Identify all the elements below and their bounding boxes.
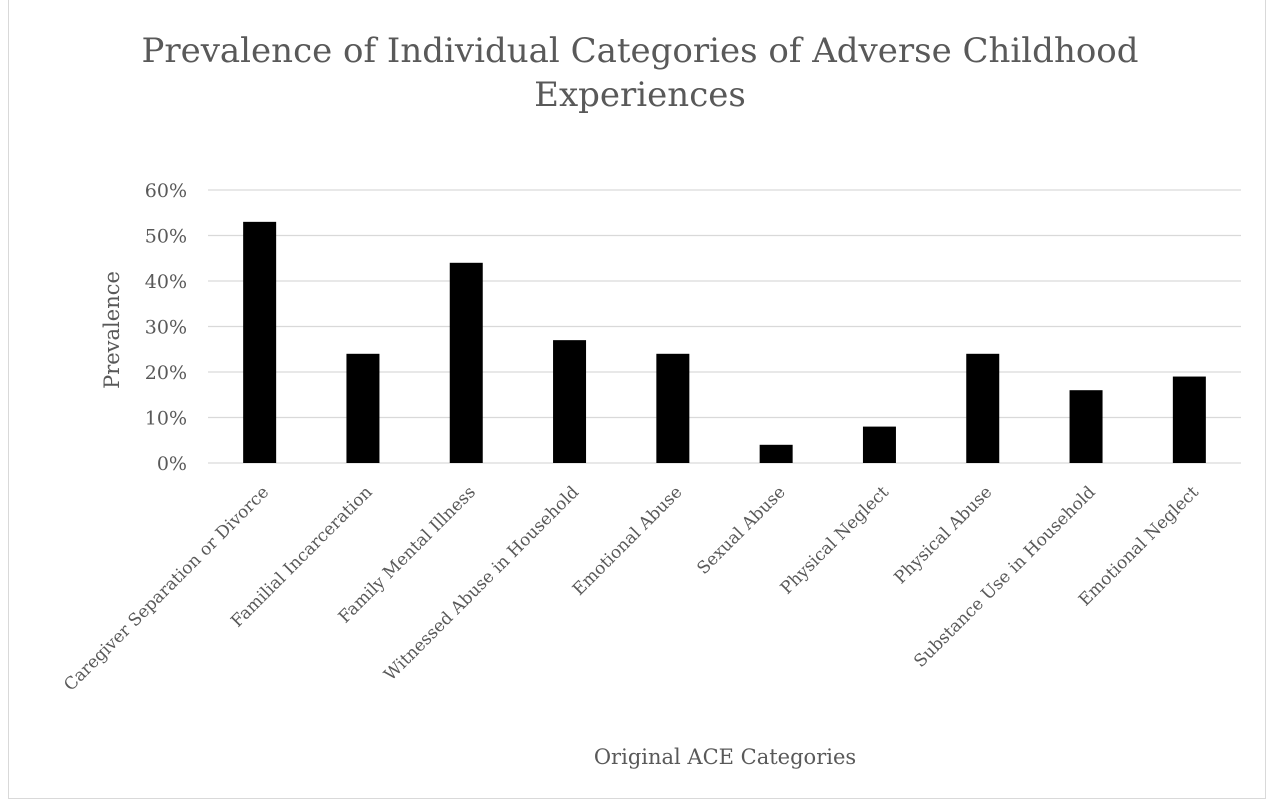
chart-title-line-2: Experiences bbox=[534, 75, 746, 115]
chart-frame bbox=[8, 0, 1266, 799]
bar bbox=[449, 262, 483, 463]
bar bbox=[862, 426, 896, 463]
bar bbox=[759, 444, 793, 463]
x-axis-labels: Caregiver Separation or DivorceFamilial … bbox=[60, 482, 1203, 695]
x-tick-label: Caregiver Separation or Divorce bbox=[60, 482, 273, 695]
y-axis-title: Prevalence bbox=[100, 271, 124, 389]
bar bbox=[1172, 376, 1206, 463]
bar bbox=[966, 353, 1000, 463]
y-tick-label: 20% bbox=[145, 362, 187, 384]
bar bbox=[553, 340, 587, 463]
x-tick-label: Substance Use in Household bbox=[910, 482, 1099, 671]
y-tick-label: 50% bbox=[145, 226, 187, 248]
bar bbox=[656, 353, 690, 463]
x-tick-label: Physical Neglect bbox=[777, 482, 893, 598]
chart-title: Prevalence of Individual Categories of A… bbox=[141, 31, 1138, 115]
gridlines bbox=[208, 189, 1241, 464]
y-tick-label: 60% bbox=[145, 180, 187, 202]
y-axis-ticks: 0% 10% 20% 30% 40% 50% 60% bbox=[145, 180, 187, 475]
x-axis-title: Original ACE Categories bbox=[594, 745, 856, 769]
y-tick-label: 0% bbox=[157, 453, 187, 475]
x-tick-label: Emotional Abuse bbox=[569, 482, 686, 599]
x-tick-label: Witnessed Abuse in Household bbox=[380, 482, 583, 685]
y-tick-label: 30% bbox=[145, 317, 187, 339]
y-tick-label: 10% bbox=[145, 408, 187, 430]
y-tick-label: 40% bbox=[145, 271, 187, 293]
bar bbox=[346, 353, 380, 463]
chart-title-line-1: Prevalence of Individual Categories of A… bbox=[141, 31, 1138, 71]
bar bbox=[243, 221, 277, 463]
x-tick-label: Sexual Abuse bbox=[693, 482, 789, 578]
bars bbox=[243, 221, 1206, 463]
bar bbox=[1069, 390, 1103, 463]
x-tick-label: Physical Abuse bbox=[891, 482, 997, 588]
